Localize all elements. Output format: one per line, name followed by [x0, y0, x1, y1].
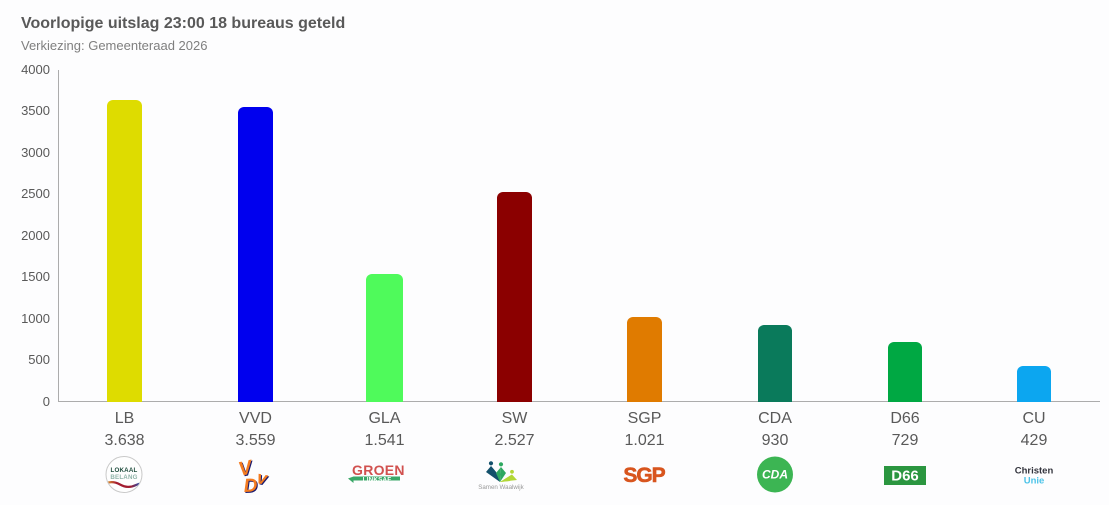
- svg-text:SGP: SGP: [623, 464, 665, 487]
- svg-text:CDA: CDA: [762, 468, 788, 482]
- svg-text:D: D: [243, 475, 258, 495]
- svg-text:LOKAAL: LOKAAL: [111, 467, 138, 474]
- svg-text:BELANG: BELANG: [110, 474, 137, 481]
- svg-text:Unie: Unie: [1024, 476, 1045, 487]
- svg-text:D66: D66: [891, 468, 919, 485]
- svg-text:LINKSAF: LINKSAF: [363, 476, 392, 483]
- svg-text:Samen Waalwijk: Samen Waalwijk: [478, 484, 524, 491]
